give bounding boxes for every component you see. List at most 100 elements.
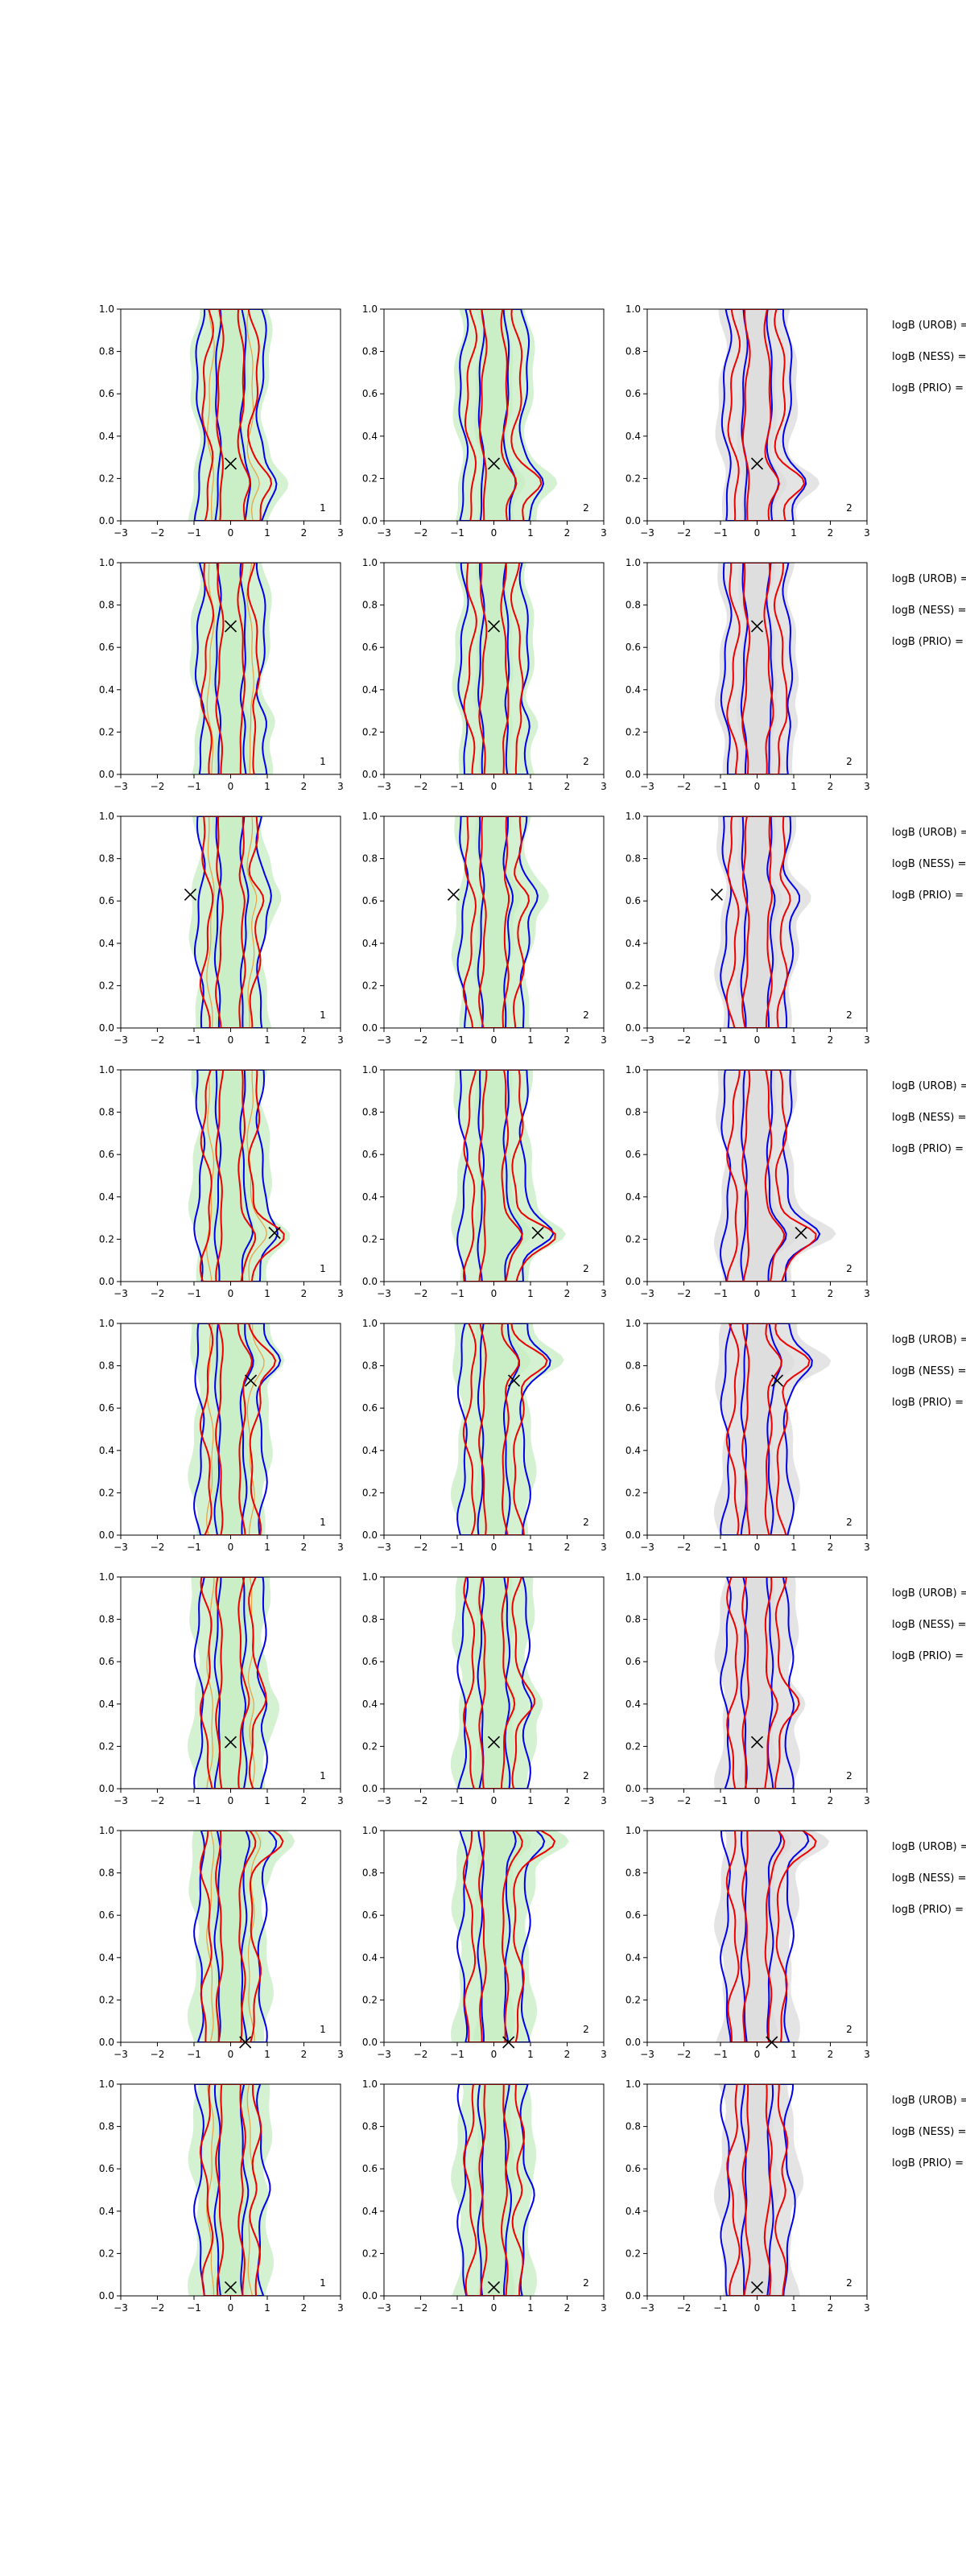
x-tick-label: 2 bbox=[828, 1288, 834, 1299]
panel-r8-c1: −3 −2 −1 0 1 2 3 0.0 0.2 0.4 0.6 0.8 1.0 1 bbox=[99, 2079, 344, 2314]
panel-label: 1 bbox=[320, 1263, 326, 1274]
y-tick-label: 0.4 bbox=[625, 1699, 641, 1710]
y-tick-label: 0.8 bbox=[625, 1107, 641, 1118]
blue-contour-inner bbox=[477, 1831, 517, 2042]
x-tick-label: 1 bbox=[264, 1542, 270, 1553]
y-tick-label: 1.0 bbox=[362, 2079, 378, 2090]
logb-label: logB (UROB) = bbox=[892, 1841, 966, 1853]
x-tick-label: −3 bbox=[377, 2049, 391, 2060]
blue-contour-inner bbox=[213, 1831, 250, 2042]
x-tick-label: 1 bbox=[527, 1288, 534, 1299]
x-tick-label: 2 bbox=[301, 2049, 308, 2060]
y-tick-label: 0.4 bbox=[625, 1445, 641, 1456]
blue-contour-outer bbox=[719, 1070, 821, 1282]
blue-contour-inner bbox=[740, 2084, 774, 2296]
y-tick-label: 0.4 bbox=[362, 1191, 378, 1203]
red-contour-inner bbox=[478, 1070, 523, 1282]
orange-contour bbox=[207, 309, 260, 521]
x-tick-label: −1 bbox=[713, 1288, 728, 1299]
x-tick-label: 0 bbox=[491, 1288, 497, 1299]
panel-label: 2 bbox=[583, 1517, 589, 1528]
panel-label: 1 bbox=[320, 502, 326, 514]
y-tick-label: 0.6 bbox=[362, 1149, 378, 1160]
y-tick-label: 0.0 bbox=[625, 1022, 641, 1034]
y-tick-label: 0.0 bbox=[99, 1530, 114, 1541]
density-fill-inner bbox=[473, 309, 526, 521]
y-tick-label: 0.8 bbox=[362, 346, 378, 357]
x-tick-label: 2 bbox=[301, 527, 308, 539]
y-tick-label: 0.4 bbox=[99, 2206, 114, 2217]
y-tick-label: 1.0 bbox=[99, 811, 114, 822]
y-tick-label: 0.8 bbox=[99, 1868, 114, 1879]
x-tick-label: −1 bbox=[187, 1034, 201, 1046]
x-tick-label: −2 bbox=[677, 1288, 691, 1299]
y-tick-label: 0.2 bbox=[625, 726, 641, 737]
y-tick-label: 0.2 bbox=[625, 1487, 641, 1498]
panel-label: 2 bbox=[583, 2024, 589, 2035]
x-tick-label: 3 bbox=[337, 1034, 344, 1046]
x-tick-label: 3 bbox=[601, 781, 607, 792]
y-tick-label: 0.4 bbox=[362, 938, 378, 949]
blue-contour-inner bbox=[740, 816, 776, 1028]
red-contour-inner bbox=[741, 1831, 786, 2042]
x-tick-label: 1 bbox=[264, 781, 270, 792]
y-tick-label: 0.6 bbox=[362, 895, 378, 906]
y-tick-label: 0.0 bbox=[99, 2037, 114, 2048]
blue-contour-outer bbox=[457, 563, 530, 774]
red-contour-outer bbox=[463, 1577, 535, 1789]
x-tick-label: 3 bbox=[601, 1542, 607, 1553]
blue-contour-inner bbox=[740, 1831, 782, 2042]
logb-label: logB (UROB) = bbox=[892, 827, 966, 839]
marker-x bbox=[224, 457, 237, 470]
panel-r8-c3: −3 −2 −1 0 1 2 3 0.0 0.2 0.4 0.6 0.8 1.0 2 bbox=[625, 2079, 870, 2314]
blue-contour-outer bbox=[456, 1070, 555, 1282]
y-tick-label: 1.0 bbox=[362, 303, 378, 315]
logb-label: logB (NESS) = bbox=[892, 2126, 966, 2138]
x-tick-label: −1 bbox=[187, 2049, 201, 2060]
blue-contour-outer bbox=[193, 2084, 271, 2296]
red-contour-inner bbox=[215, 2084, 246, 2296]
y-tick-label: 0.6 bbox=[362, 388, 378, 399]
blue-contour-outer bbox=[193, 1070, 279, 1282]
y-tick-label: 0.8 bbox=[99, 1360, 114, 1372]
marker-x bbox=[750, 457, 764, 470]
x-tick-label: 1 bbox=[264, 527, 270, 539]
x-tick-label: 3 bbox=[337, 2049, 344, 2060]
y-tick-label: 0.2 bbox=[625, 1994, 641, 2005]
y-tick-label: 0.0 bbox=[362, 1783, 378, 1794]
red-contour-inner bbox=[741, 816, 774, 1028]
red-contour-outer bbox=[462, 816, 530, 1028]
y-tick-label: 0.8 bbox=[99, 2121, 114, 2132]
x-tick-label: 2 bbox=[564, 527, 571, 539]
blue-contour-outer bbox=[193, 1831, 278, 2042]
x-tick-label: −1 bbox=[187, 1795, 201, 1806]
x-tick-label: −3 bbox=[114, 2302, 128, 2314]
orange-contour bbox=[206, 1577, 255, 1789]
y-tick-label: 0.0 bbox=[625, 1530, 641, 1541]
y-tick-label: 1.0 bbox=[362, 1064, 378, 1075]
blue-contour-outer bbox=[194, 816, 272, 1028]
x-tick-label: −2 bbox=[677, 1034, 691, 1046]
panel-label: 1 bbox=[320, 756, 326, 767]
red-contour-outer bbox=[727, 309, 806, 521]
x-tick-label: 3 bbox=[337, 2302, 344, 2314]
red-contour-inner bbox=[741, 2084, 773, 2296]
x-tick-label: 3 bbox=[337, 527, 344, 539]
red-contour-outer bbox=[199, 1831, 284, 2042]
logb-label: logB (NESS) = bbox=[892, 1112, 966, 1124]
y-tick-label: 1.0 bbox=[625, 811, 641, 822]
y-tick-label: 1.0 bbox=[362, 557, 378, 568]
x-tick-label: −3 bbox=[114, 527, 128, 539]
y-tick-label: 1.0 bbox=[99, 2079, 114, 2090]
logb-label: logB (NESS) = bbox=[892, 605, 966, 617]
panel-r3-c1: −3 −2 −1 0 1 2 3 0.0 0.2 0.4 0.6 0.8 1.0 1 bbox=[99, 811, 344, 1046]
blue-contour-outer bbox=[719, 1831, 810, 2042]
red-contour-outer bbox=[200, 563, 260, 774]
y-tick-label: 0.2 bbox=[362, 726, 378, 737]
x-tick-label: 1 bbox=[264, 2302, 270, 2314]
y-tick-label: 0.0 bbox=[362, 2037, 378, 2048]
panel-r2-c2: −3 −2 −1 0 1 2 3 0.0 0.2 0.4 0.6 0.8 1.0 2 bbox=[362, 557, 607, 792]
panel-label: 2 bbox=[583, 1009, 589, 1021]
red-contour-outer bbox=[464, 309, 543, 521]
y-tick-label: 0.0 bbox=[99, 769, 114, 780]
